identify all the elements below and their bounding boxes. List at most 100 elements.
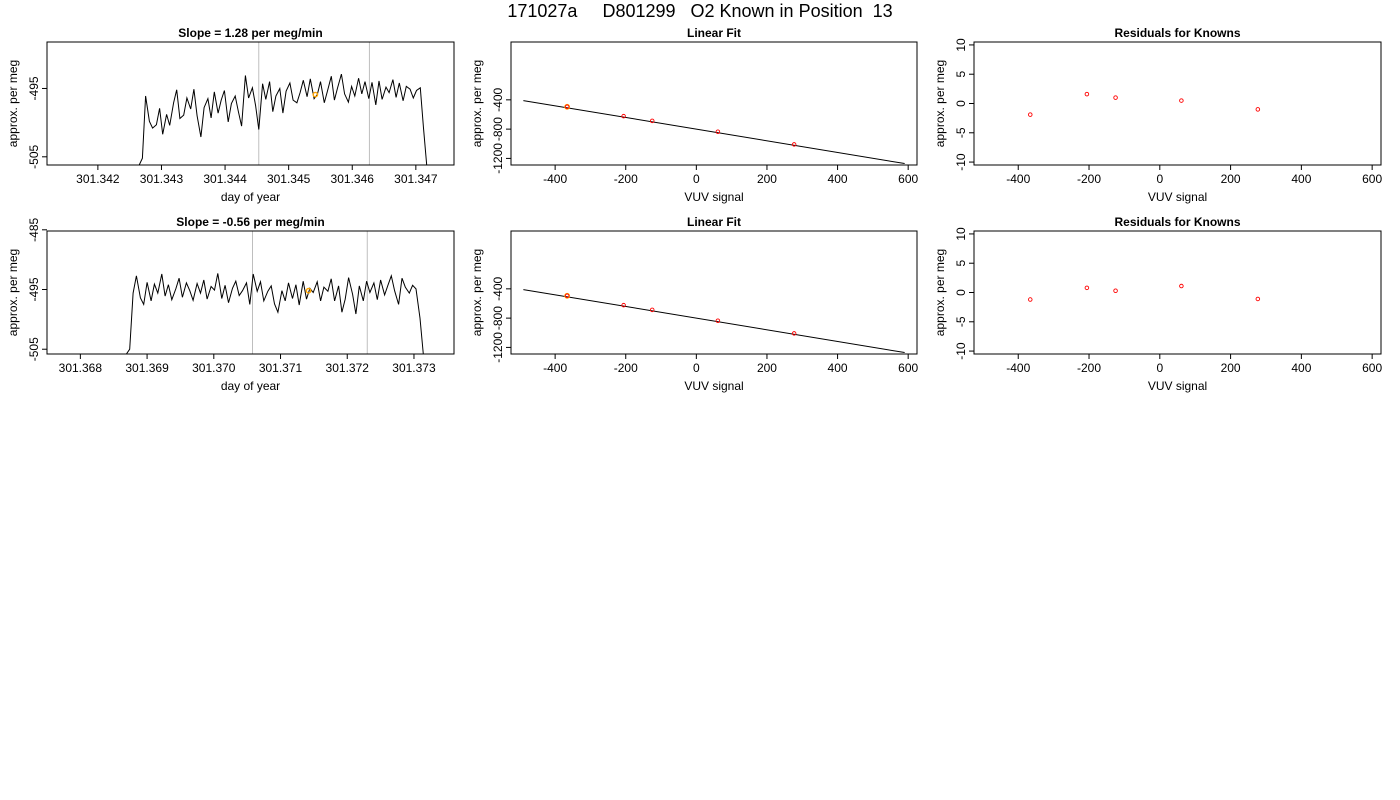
x-tick-label: 600	[1362, 172, 1382, 186]
y-tick-label: -800	[491, 117, 505, 141]
data-point	[1113, 288, 1118, 293]
y-tick-label: -10	[954, 153, 968, 171]
data-point	[621, 113, 626, 119]
x-tick-label: 0	[1156, 172, 1163, 186]
plot-frame	[46, 230, 455, 355]
data-point	[564, 104, 570, 110]
x-tick-label: 400	[1291, 172, 1311, 186]
data-point	[791, 331, 797, 336]
x-tick-label: -200	[614, 361, 638, 375]
x-tick-label: 600	[898, 361, 918, 375]
data-point	[1179, 98, 1184, 103]
x-tick-label: 0	[1156, 361, 1163, 375]
highlight-point	[305, 287, 312, 294]
y-axis-label: approx. per meg	[933, 60, 947, 147]
series-line	[138, 73, 428, 166]
plot-title: Residuals for Knowns	[1114, 215, 1240, 229]
data-point	[791, 142, 797, 147]
x-tick-label: 400	[828, 172, 848, 186]
y-tick-label: 5	[954, 260, 968, 267]
x-tick-label: 0	[693, 172, 700, 186]
x-tick-label: 301.369	[125, 361, 169, 375]
fit-line	[523, 100, 905, 165]
y-tick-label: -800	[491, 306, 505, 330]
x-tick-label: 0	[693, 361, 700, 375]
data-point	[1255, 107, 1261, 112]
x-axis-label: day of year	[221, 379, 280, 393]
y-axis-label: approx. per meg	[470, 249, 484, 336]
data-point	[1084, 91, 1090, 97]
x-tick-label: -200	[1077, 172, 1101, 186]
y-tick-label: -505	[27, 337, 41, 361]
y-tick-label: -495	[27, 277, 41, 301]
plot-frame	[973, 230, 1382, 355]
x-tick-label: 301.347	[394, 172, 438, 186]
x-tick-label: 301.371	[259, 361, 303, 375]
plot-title: Linear Fit	[687, 26, 741, 40]
x-tick-label: 600	[898, 172, 918, 186]
y-axis-label: approx. per meg	[6, 249, 20, 336]
x-tick-label: 200	[1221, 361, 1241, 375]
x-tick-label: 200	[757, 361, 777, 375]
x-tick-label: 200	[757, 172, 777, 186]
y-tick-label: -400	[491, 88, 505, 112]
x-tick-label: 301.343	[140, 172, 184, 186]
plot-title: Residuals for Knowns	[1114, 26, 1240, 40]
data-point	[1084, 285, 1090, 291]
y-tick-label: 10	[954, 38, 968, 52]
fit-line	[523, 289, 905, 354]
x-axis-label: VUV signal	[684, 190, 743, 204]
y-axis-label: approx. per meg	[933, 249, 947, 336]
x-tick-label: -200	[1077, 361, 1101, 375]
x-tick-label: 200	[1221, 172, 1241, 186]
y-tick-label: -1200	[491, 332, 505, 363]
x-tick-label: 301.342	[76, 172, 120, 186]
y-tick-label: -485	[27, 217, 41, 241]
data-point	[564, 293, 570, 299]
x-tick-label: 301.373	[392, 361, 436, 375]
plot-frame	[510, 230, 918, 355]
x-tick-label: 301.345	[267, 172, 311, 186]
x-tick-label: 400	[1291, 361, 1311, 375]
x-tick-label: -400	[1006, 172, 1030, 186]
plot-frame	[510, 41, 918, 166]
data-point	[649, 307, 655, 313]
plot-title: Linear Fit	[687, 215, 741, 229]
x-tick-label: 301.368	[59, 361, 103, 375]
y-tick-label: -1200	[491, 143, 505, 174]
x-axis-label: VUV signal	[684, 379, 743, 393]
y-axis-label: approx. per meg	[470, 60, 484, 147]
highlight-point	[312, 91, 319, 98]
y-tick-label: -10	[954, 342, 968, 360]
plot-frame	[973, 41, 1382, 166]
data-point	[649, 118, 655, 124]
plot-title: Slope = -0.56 per meg/min	[176, 215, 324, 229]
y-tick-label: -495	[27, 76, 41, 100]
data-point	[1028, 112, 1033, 117]
x-tick-label: 301.370	[192, 361, 236, 375]
x-tick-label: -400	[543, 172, 567, 186]
data-point	[1113, 95, 1118, 100]
data-point	[621, 302, 626, 308]
x-tick-label: 600	[1362, 361, 1382, 375]
y-tick-label: -400	[491, 277, 505, 301]
data-point	[1028, 297, 1033, 302]
x-tick-label: -200	[614, 172, 638, 186]
x-tick-label: 400	[828, 361, 848, 375]
y-tick-label: -5	[954, 127, 968, 138]
x-axis-label: VUV signal	[1148, 190, 1207, 204]
y-tick-label: -505	[27, 144, 41, 168]
data-point	[715, 318, 721, 324]
x-tick-label: 301.346	[331, 172, 375, 186]
data-point	[1179, 283, 1184, 289]
y-tick-label: 0	[954, 100, 968, 107]
x-tick-label: 301.372	[326, 361, 370, 375]
y-tick-label: 10	[954, 227, 968, 241]
plot-frame	[46, 41, 455, 166]
x-axis-label: day of year	[221, 190, 280, 204]
page-title: 171027a D801299 O2 Known in Position 13	[507, 1, 893, 21]
x-tick-label: -400	[1006, 361, 1030, 375]
y-tick-label: 0	[954, 289, 968, 296]
series-line	[125, 273, 424, 355]
